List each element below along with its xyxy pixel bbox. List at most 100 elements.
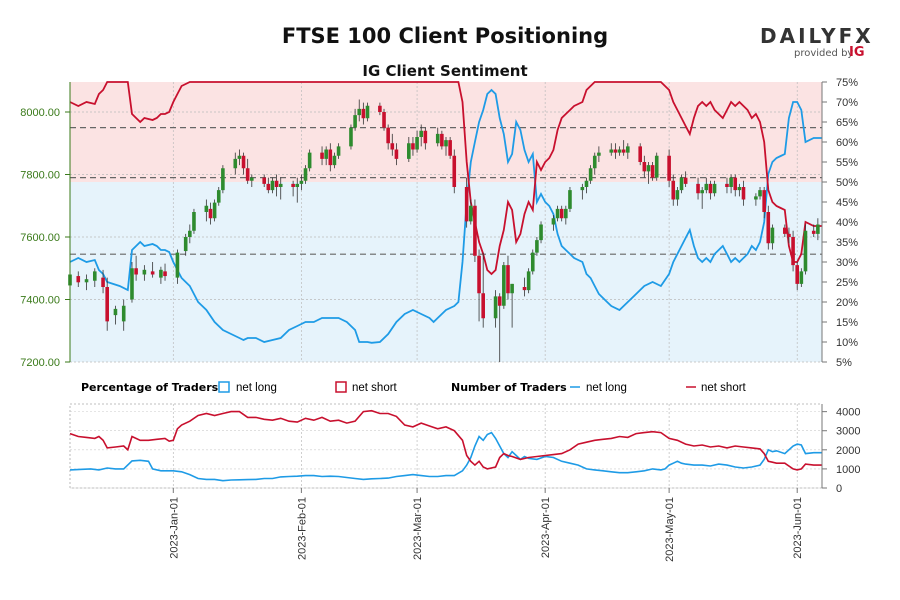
candle-down bbox=[522, 287, 527, 291]
right-tick-label: 15% bbox=[836, 317, 858, 329]
candle-up bbox=[592, 155, 597, 169]
candle-down bbox=[762, 190, 766, 212]
candle-up bbox=[597, 152, 601, 156]
candle-up bbox=[816, 224, 820, 234]
logo-brand: DAILYFX bbox=[760, 24, 874, 48]
candle-up bbox=[712, 183, 717, 194]
candle-down bbox=[783, 227, 787, 234]
candle-up bbox=[754, 196, 758, 200]
chart-title: FTSE 100 Client Positioning bbox=[281, 24, 609, 48]
candle-down bbox=[766, 212, 771, 244]
candle-up bbox=[113, 308, 118, 316]
candle-up bbox=[617, 149, 622, 153]
candle-down bbox=[638, 146, 642, 162]
candle-up bbox=[237, 155, 242, 159]
candle-down bbox=[671, 180, 676, 200]
candle-up bbox=[142, 269, 147, 275]
candle-down bbox=[650, 165, 655, 178]
candle-down bbox=[448, 140, 452, 156]
lower-tick-label: 1000 bbox=[836, 464, 860, 476]
candle-up bbox=[675, 190, 680, 200]
candle-down bbox=[105, 287, 109, 322]
candle-down bbox=[262, 177, 266, 184]
candle-up bbox=[357, 108, 362, 116]
legend: Percentage of Traders net long net short… bbox=[81, 381, 747, 394]
pct-net-short-line bbox=[69, 81, 822, 276]
legend-pct-short-label: net short bbox=[352, 382, 398, 394]
candle-down bbox=[208, 208, 213, 219]
legend-pct-long-swatch bbox=[218, 381, 230, 393]
candle-up bbox=[700, 190, 704, 194]
candle-up bbox=[159, 269, 163, 278]
candle-down bbox=[150, 271, 155, 275]
x-tick-label: 2023-Mar-01 bbox=[412, 497, 424, 560]
candle-down bbox=[245, 168, 250, 181]
candle-up bbox=[803, 230, 808, 272]
candle-down bbox=[382, 112, 386, 128]
candle-down bbox=[328, 149, 333, 166]
candle-up bbox=[192, 212, 196, 231]
candle-down bbox=[741, 187, 746, 200]
candle-down bbox=[423, 130, 428, 144]
candle-up bbox=[539, 224, 543, 241]
x-axis-labels: 2023-Jan-01 2023-Feb-01 2023-Mar-01 2023-Ap… bbox=[168, 488, 804, 562]
left-axis-ticks: 7200.00 7400.00 7600.00 7800.00 8000.00 bbox=[20, 107, 70, 369]
legend-pct-short-swatch bbox=[335, 381, 347, 393]
candle-down bbox=[791, 237, 795, 266]
right-tick-label: 50% bbox=[836, 177, 858, 189]
candle-down bbox=[795, 265, 800, 284]
pct-net-long-line bbox=[69, 88, 822, 344]
candle-up bbox=[270, 180, 275, 191]
right-tick-label: 35% bbox=[836, 237, 858, 249]
right-tick-label: 70% bbox=[836, 97, 858, 109]
candle-up bbox=[646, 165, 651, 172]
candle-down bbox=[642, 162, 647, 172]
candle-up bbox=[729, 177, 733, 187]
candle-down bbox=[696, 183, 700, 194]
candle-up bbox=[564, 208, 568, 219]
candle-down bbox=[787, 233, 791, 237]
candle-up bbox=[555, 208, 560, 219]
lower-tick-label: 3000 bbox=[836, 426, 860, 438]
upper-grid bbox=[70, 82, 822, 363]
candle-up bbox=[419, 130, 424, 137]
candle-up bbox=[121, 305, 126, 322]
candle-up bbox=[493, 296, 498, 319]
x-tick-label: 2023-Jan-01 bbox=[168, 497, 180, 559]
lower-tick-label: 0 bbox=[836, 483, 842, 495]
right-tick-label: 45% bbox=[836, 197, 858, 209]
logo-provided-by: provided by bbox=[794, 48, 854, 59]
lower-axis-ticks: 0 1000 2000 3000 4000 bbox=[822, 407, 860, 495]
candlesticks bbox=[68, 99, 820, 362]
candle-up bbox=[295, 183, 300, 187]
right-tick-label: 60% bbox=[836, 137, 858, 149]
candle-up bbox=[175, 252, 180, 278]
candle-up bbox=[580, 187, 585, 191]
candle-down bbox=[134, 268, 138, 275]
percentage-lines bbox=[69, 81, 822, 344]
candle-up bbox=[183, 237, 188, 252]
candle-up bbox=[212, 202, 217, 219]
candle-down bbox=[708, 183, 713, 194]
candle-up bbox=[307, 152, 312, 169]
x-tick-label: 2023-Apr-01 bbox=[540, 497, 552, 558]
candle-down bbox=[386, 127, 390, 144]
candle-down bbox=[101, 277, 105, 287]
x-tick-label: 2023-Jun-01 bbox=[792, 497, 804, 559]
candle-down bbox=[621, 149, 626, 153]
candle-up bbox=[568, 190, 572, 209]
legend-pct-long-label: net long bbox=[236, 382, 277, 394]
legend-num-short-label: net short bbox=[701, 382, 747, 394]
price-panel: 7200.00 7400.00 7600.00 7800.00 8000.00 5% 10… bbox=[20, 77, 858, 369]
chart-subtitle: IG Client Sentiment bbox=[362, 62, 528, 80]
candle-down bbox=[411, 143, 415, 150]
right-tick-label: 5% bbox=[836, 357, 852, 369]
candle-up bbox=[444, 140, 448, 147]
candle-up bbox=[303, 168, 308, 181]
candle-down bbox=[506, 265, 510, 294]
candle-up bbox=[216, 190, 221, 203]
candle-down bbox=[725, 183, 729, 187]
candle-up bbox=[92, 271, 97, 281]
candle-down bbox=[76, 276, 81, 283]
right-tick-label: 30% bbox=[836, 257, 858, 269]
